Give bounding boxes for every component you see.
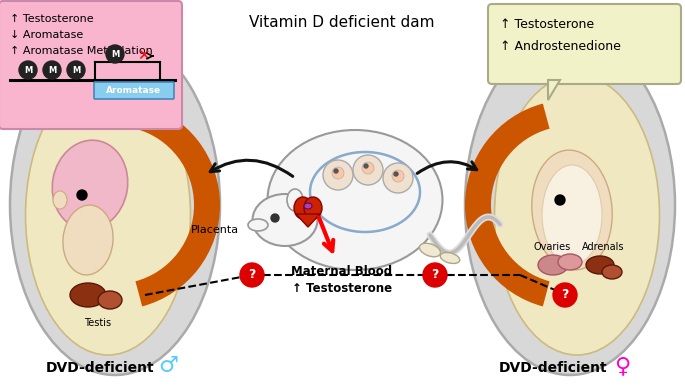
Wedge shape <box>465 103 549 307</box>
Circle shape <box>553 283 577 307</box>
Text: M: M <box>24 65 32 74</box>
Circle shape <box>19 61 37 79</box>
Text: ?: ? <box>432 269 438 281</box>
Circle shape <box>240 263 264 287</box>
Ellipse shape <box>248 219 268 231</box>
Text: ♀: ♀ <box>614 356 630 376</box>
Ellipse shape <box>98 291 122 309</box>
Text: ↓ Aromatase: ↓ Aromatase <box>10 30 84 40</box>
Polygon shape <box>296 214 320 227</box>
Ellipse shape <box>287 189 303 211</box>
FancyBboxPatch shape <box>488 4 681 84</box>
Text: ?: ? <box>248 269 256 281</box>
Text: Aromatase: Aromatase <box>106 86 162 95</box>
Ellipse shape <box>538 255 568 275</box>
Ellipse shape <box>294 197 312 219</box>
Text: ↑ Testosterone: ↑ Testosterone <box>10 14 94 24</box>
Text: ♂: ♂ <box>158 356 178 376</box>
Circle shape <box>423 263 447 287</box>
Circle shape <box>323 160 353 190</box>
Circle shape <box>364 164 368 168</box>
Circle shape <box>392 170 404 182</box>
Text: Placenta: Placenta <box>191 225 239 235</box>
Circle shape <box>555 195 565 205</box>
Ellipse shape <box>558 254 582 270</box>
Text: ?: ? <box>561 289 569 301</box>
Ellipse shape <box>586 256 614 274</box>
Circle shape <box>394 172 398 176</box>
Ellipse shape <box>253 194 318 246</box>
Circle shape <box>77 190 87 200</box>
Text: ↑ Aromatase Methylation: ↑ Aromatase Methylation <box>10 46 153 56</box>
Ellipse shape <box>268 130 443 270</box>
Circle shape <box>67 61 85 79</box>
Circle shape <box>353 155 383 185</box>
Ellipse shape <box>10 35 220 375</box>
Ellipse shape <box>304 197 322 219</box>
Text: M: M <box>111 49 119 58</box>
Text: DVD-deficient: DVD-deficient <box>46 361 154 375</box>
Ellipse shape <box>465 35 675 375</box>
Circle shape <box>332 167 344 179</box>
Ellipse shape <box>70 283 106 307</box>
Ellipse shape <box>542 165 602 265</box>
FancyBboxPatch shape <box>94 82 174 99</box>
Text: M: M <box>72 65 80 74</box>
Ellipse shape <box>440 252 460 263</box>
Text: Maternal Blood
↑ Testosterone: Maternal Blood ↑ Testosterone <box>291 265 393 295</box>
Text: ✕: ✕ <box>136 49 149 64</box>
Ellipse shape <box>419 243 440 257</box>
Ellipse shape <box>304 203 312 209</box>
Text: Adrenals: Adrenals <box>582 242 624 252</box>
Text: Vitamin D deficient dam: Vitamin D deficient dam <box>249 15 435 30</box>
Ellipse shape <box>602 265 622 279</box>
Text: M: M <box>48 65 56 74</box>
Ellipse shape <box>532 150 612 270</box>
Ellipse shape <box>63 205 113 275</box>
Text: Ovaries: Ovaries <box>534 242 571 252</box>
Ellipse shape <box>53 191 67 209</box>
Circle shape <box>43 61 61 79</box>
FancyBboxPatch shape <box>0 1 182 129</box>
Circle shape <box>271 214 279 222</box>
Polygon shape <box>548 80 560 100</box>
Circle shape <box>383 163 413 193</box>
Circle shape <box>334 169 338 173</box>
Text: ↑ Testosterone: ↑ Testosterone <box>500 18 594 31</box>
Text: DVD-deficient: DVD-deficient <box>499 361 608 375</box>
Circle shape <box>362 162 374 174</box>
Text: ↑ Androstenedione: ↑ Androstenedione <box>500 40 621 53</box>
Text: Testis: Testis <box>84 318 112 328</box>
Circle shape <box>106 45 124 63</box>
Wedge shape <box>136 103 220 307</box>
Ellipse shape <box>495 75 660 355</box>
Ellipse shape <box>25 75 190 355</box>
Ellipse shape <box>52 140 127 230</box>
